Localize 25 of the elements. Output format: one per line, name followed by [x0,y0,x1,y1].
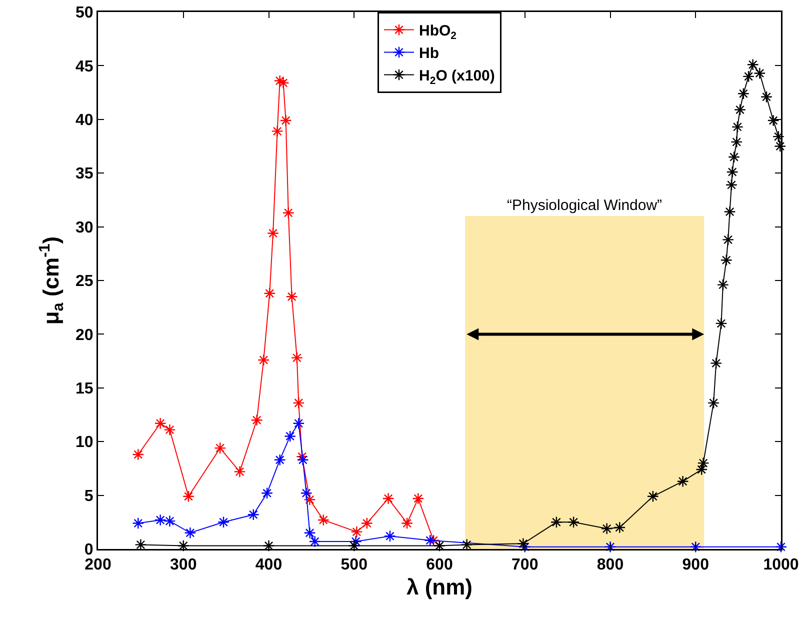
x-tick-label: 600 [426,556,453,574]
y-tick-label: 45 [76,58,94,76]
y-tick-label: 30 [76,219,94,236]
y-tick-label: 0 [84,542,94,559]
x-tick-label: 700 [512,556,538,574]
x-tick-label: 500 [340,556,368,574]
y-tick-label: 50 [76,4,94,22]
y-tick-label: 10 [76,434,94,452]
y-tick-label: 25 [76,273,94,290]
x-tick-label: 1000 [763,556,799,574]
y-tick-label: 35 [76,166,94,183]
x-tick-label: 400 [255,556,282,574]
legend-label: H$_{2}$O (x100) [419,68,495,87]
x-tick-label: 200 [84,556,112,574]
x-axis-title: λ (nm) [406,574,472,600]
legend-label: Hb [419,45,439,62]
x-tick-label: 300 [170,556,197,574]
y-tick-label: 20 [76,326,94,344]
x-tick-label: 800 [596,556,624,574]
annotation: “Physiological Window” [507,197,662,214]
legend-label: HbO$_{2}$ [419,22,457,42]
y-tick-label: 5 [84,488,94,505]
y-tick-label: 15 [76,380,94,398]
y-tick-label: 40 [76,112,94,129]
x-tick-label: 900 [682,556,710,574]
